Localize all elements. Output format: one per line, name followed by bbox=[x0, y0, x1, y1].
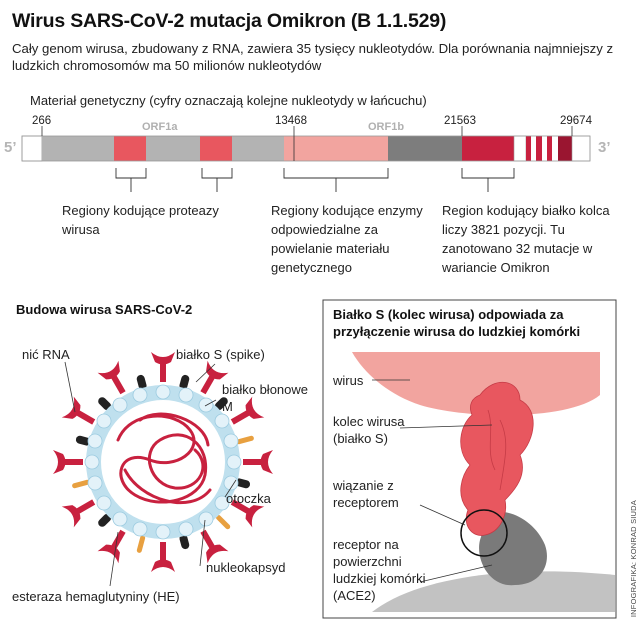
label-envelope: otoczka bbox=[226, 491, 271, 506]
infographic-title: Wirus SARS-CoV-2 mutacja Omikron (B 1.1.… bbox=[12, 10, 447, 32]
label-virus: wirus bbox=[333, 373, 364, 388]
label-he: esteraza hemaglutyniny (HE) bbox=[12, 589, 180, 604]
label-spike: białko S (spike) bbox=[176, 347, 265, 362]
label-spike-protein: kolec wirusa (białko S) bbox=[333, 414, 405, 446]
position-13468: 13468 bbox=[275, 115, 307, 127]
label-binding: wiązanie z receptorem bbox=[333, 478, 399, 510]
virus-structure-drawing bbox=[53, 352, 273, 587]
genome-label: Materiał genetyczny (cyfry oznaczają kol… bbox=[30, 93, 427, 108]
structure-title: Budowa wirusa SARS-CoV-2 bbox=[16, 302, 193, 317]
binding-panel-drawing bbox=[322, 299, 617, 619]
label-rna: nić RNA bbox=[22, 347, 70, 362]
position-29674: 29674 bbox=[560, 115, 592, 127]
five-prime-end: 5’ bbox=[4, 139, 17, 156]
binding-title: Białko S (kolec wirusa) odpowiada za prz… bbox=[333, 307, 581, 339]
position-21563: 21563 bbox=[444, 115, 476, 127]
orf1b-label: ORF1b bbox=[368, 121, 405, 133]
label-nucleocapsid: nukleokapsyd bbox=[206, 560, 286, 575]
note-protease-regions: Regiony kodujące proteazy wirusa bbox=[62, 203, 219, 237]
position-266: 266 bbox=[32, 115, 52, 127]
orf1a-label: ORF1a bbox=[142, 121, 178, 133]
genome-bar bbox=[21, 126, 591, 192]
note-spike-region: Region kodujący białko kolca liczy 3821 … bbox=[442, 203, 610, 275]
note-replication-enzymes: Regiony kodujące enzymy odpowiedzialne z… bbox=[271, 203, 423, 275]
infographic-subtitle: Cały genom wirusa, zbudowany z RNA, zawi… bbox=[12, 41, 614, 73]
credit-line: INFOGRAFIKA: KONRAD SIUDA bbox=[629, 500, 638, 618]
label-receptor: receptor na powierzchni ludzkiej komórki… bbox=[333, 537, 426, 603]
three-prime-end: 3’ bbox=[598, 139, 611, 156]
label-membrane: białko błonowe M bbox=[222, 382, 309, 414]
